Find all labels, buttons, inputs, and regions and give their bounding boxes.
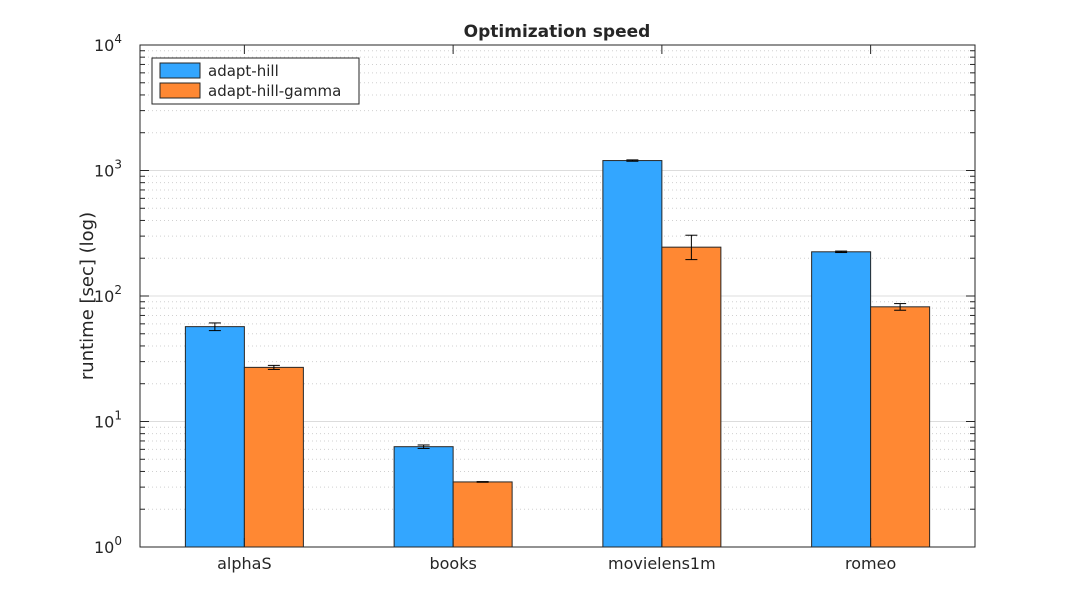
y-tick-label: 100 bbox=[94, 534, 122, 557]
chart-title: Optimization speed bbox=[464, 22, 651, 42]
bar-adapt-hill-romeo bbox=[811, 251, 872, 548]
x-tick-label: books bbox=[429, 554, 476, 573]
y-tick-label: 102 bbox=[94, 283, 122, 306]
y-tick-label: 104 bbox=[94, 32, 122, 55]
x-tick-label: alphaS bbox=[217, 554, 272, 573]
bar-adapt-hill-books bbox=[393, 446, 454, 548]
y-tick-label: 101 bbox=[94, 409, 122, 432]
legend: adapt-hill adapt-hill-gamma bbox=[151, 57, 360, 105]
bar-adapt-hill-gamma-books bbox=[452, 481, 513, 548]
legend-swatch-adapt-hill bbox=[159, 62, 201, 79]
error-bars bbox=[208, 159, 907, 483]
y-ticks: 100 101 102 103 104 bbox=[94, 32, 975, 557]
bar-adapt-hill-gamma-romeo bbox=[870, 306, 931, 548]
y-tick-label: 103 bbox=[94, 158, 122, 181]
bar-adapt-hill-gamma-movielens1m bbox=[661, 246, 722, 548]
legend-swatch-adapt-hill-gamma bbox=[159, 82, 201, 99]
bars bbox=[184, 160, 931, 548]
legend-label-adapt-hill-gamma: adapt-hill-gamma bbox=[208, 82, 341, 100]
bar-adapt-hill-gamma-alphaS bbox=[243, 366, 304, 548]
y-axis-label: runtime [sec] (log) bbox=[77, 212, 98, 380]
x-tick-label: movielens1m bbox=[608, 554, 716, 573]
legend-label-adapt-hill: adapt-hill bbox=[208, 62, 279, 80]
bar-adapt-hill-movielens1m bbox=[602, 160, 663, 548]
x-tick-label: romeo bbox=[845, 554, 896, 573]
x-ticks: alphaS books movielens1m romeo bbox=[217, 45, 896, 573]
bar-adapt-hill-alphaS bbox=[184, 326, 245, 548]
